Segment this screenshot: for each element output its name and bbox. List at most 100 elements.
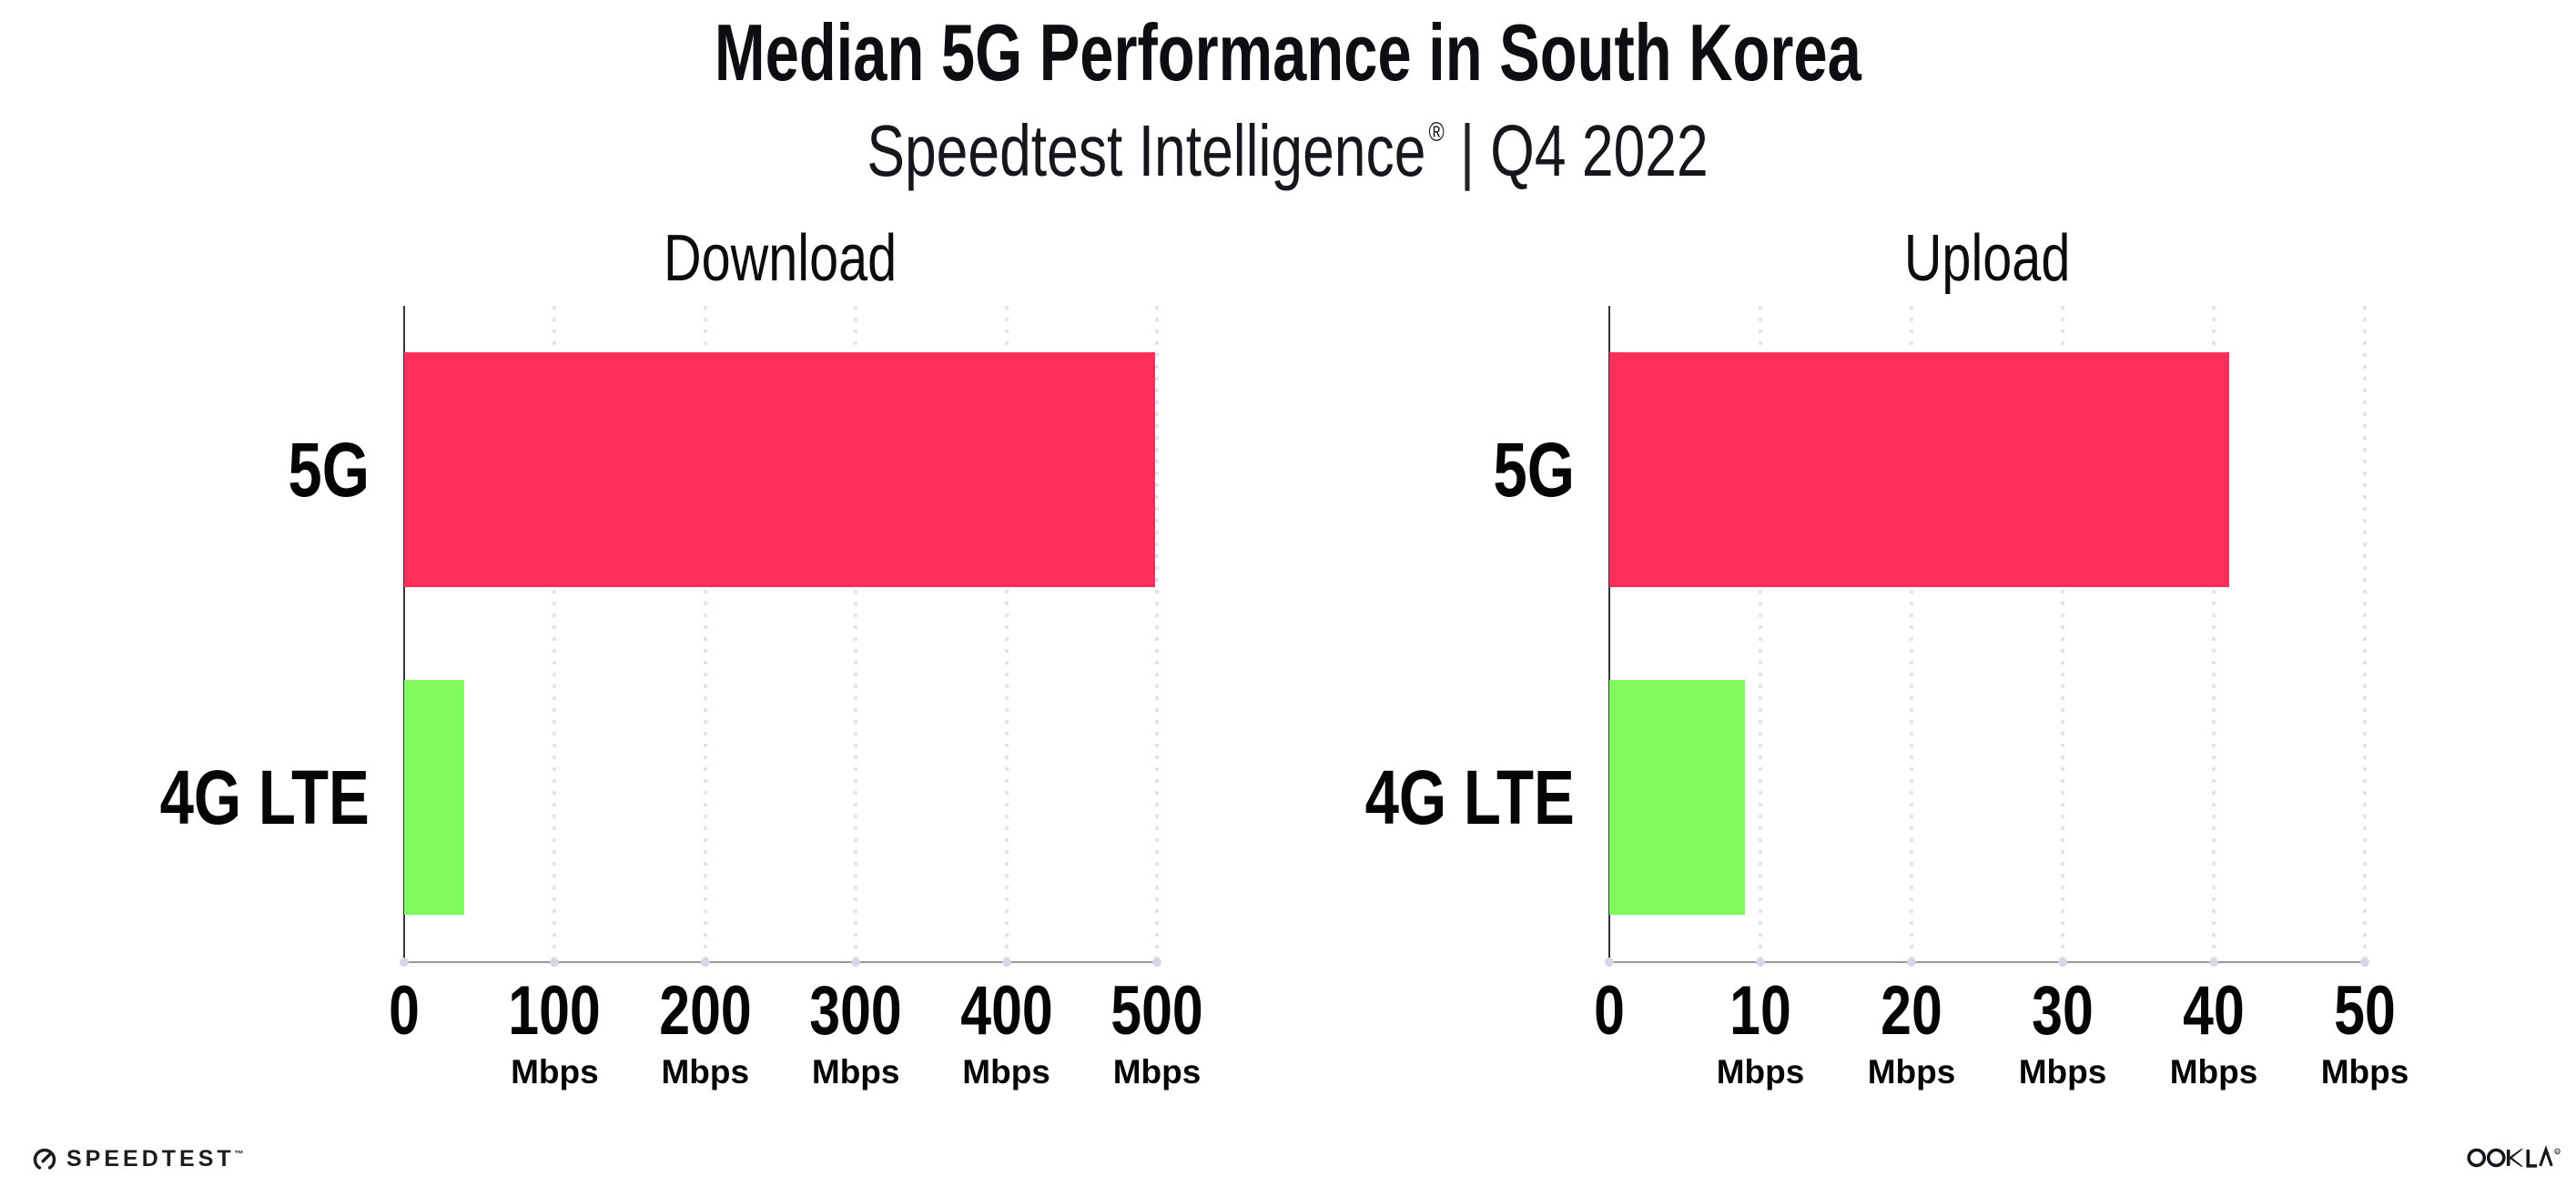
axis-tick-dot-400 xyxy=(1001,958,1011,967)
ookla-wordmark-icon: R xyxy=(2467,1145,2561,1168)
subtitle-period: Q4 2022 xyxy=(1490,110,1709,191)
x-axis-line xyxy=(404,961,1157,963)
x-tick-number: 400 xyxy=(948,976,1064,1047)
page-title: Median 5G Performance in South Korea xyxy=(0,9,2576,96)
x-tick-300: 300 Mbps xyxy=(798,976,914,1090)
axis-tick-dot-20 xyxy=(1907,958,1916,967)
page-subtitle: Speedtest Intelligence ® | Q4 2022 xyxy=(0,91,2576,193)
registered-mark: ® xyxy=(1428,117,1445,147)
axis-tick-dot-50 xyxy=(2360,958,2369,967)
x-tick-10: 10 Mbps xyxy=(1717,976,1805,1090)
x-tick-number: 50 xyxy=(2321,976,2409,1047)
speedtest-logo: SPEEDTEST™ xyxy=(31,1143,244,1174)
x-tick-40: 40 Mbps xyxy=(2170,976,2258,1090)
y-label-text: 5G xyxy=(288,427,370,512)
gridline-200 xyxy=(703,306,707,961)
chart-title-download-text: Download xyxy=(664,222,898,295)
speedtest-trademark: ™ xyxy=(234,1149,244,1160)
chart-title-upload-text: Upload xyxy=(1903,222,2071,295)
axis-tick-dot-500 xyxy=(1152,958,1161,967)
gridline-10 xyxy=(1759,306,1762,961)
bar-4g-lte xyxy=(1609,680,1746,915)
x-tick-unit: Mbps xyxy=(962,1053,1050,1090)
axis-tick-dot-200 xyxy=(700,958,710,967)
x-tick-number-text: 10 xyxy=(1729,972,1791,1050)
chart-title-upload: Upload xyxy=(1609,217,2365,300)
x-tick-number-text: 50 xyxy=(2334,972,2396,1050)
x-tick-200: 200 Mbps xyxy=(647,976,763,1090)
x-tick-400: 400 Mbps xyxy=(948,976,1064,1090)
y-label-text: 4G LTE xyxy=(159,755,370,840)
x-tick-500: 500 Mbps xyxy=(1100,976,1215,1090)
gridline-300 xyxy=(854,306,858,961)
bar-5g xyxy=(404,352,1156,587)
subtitle-separator: | xyxy=(1460,110,1476,191)
x-tick-0: 0 xyxy=(1590,976,1628,1047)
y-label-text: 4G LTE xyxy=(1364,755,1575,840)
x-tick-number: 30 xyxy=(2019,976,2107,1047)
x-tick-0: 0 xyxy=(385,976,423,1047)
x-axis-labels: 0 10 Mbps 20 Mbps 30 Mbps 40 Mbps 50 Mbps xyxy=(1594,972,2409,1112)
x-tick-number: 0 xyxy=(385,976,423,1047)
x-tick-unit: Mbps xyxy=(1112,1053,1202,1090)
x-tick-number-text: 200 xyxy=(659,972,752,1050)
y-axis-labels: 5G 4G LTE xyxy=(1154,306,1575,961)
x-tick-unit: Mbps xyxy=(2169,1053,2258,1090)
bar-4g-lte xyxy=(404,680,465,915)
gridline-100 xyxy=(553,306,557,961)
plot-area-download xyxy=(400,306,1161,967)
x-tick-number: 200 xyxy=(647,976,763,1047)
axis-tick-dot-10 xyxy=(1756,958,1765,967)
axis-tick-dot-40 xyxy=(2209,958,2218,967)
x-tick-unit: Mbps xyxy=(2320,1053,2409,1090)
page-title-text: Median 5G Performance in South Korea xyxy=(715,7,1861,97)
subtitle-brand: Speedtest Intelligence xyxy=(867,110,1426,191)
x-tick-unit: Mbps xyxy=(661,1053,750,1090)
x-tick-number: 10 xyxy=(1717,976,1805,1047)
y-axis-line xyxy=(403,306,405,961)
x-tick-number-text: 0 xyxy=(389,972,420,1050)
x-tick-unit: Mbps xyxy=(1716,1053,1805,1090)
axis-tick-dot-0 xyxy=(400,958,409,967)
ookla-logo: R xyxy=(2467,1143,2561,1175)
y-label-text: 5G xyxy=(1493,427,1575,512)
x-tick-number: 300 xyxy=(798,976,914,1047)
x-tick-100: 100 Mbps xyxy=(497,976,613,1090)
x-axis-line xyxy=(1609,961,2365,963)
gridline-50 xyxy=(2363,306,2367,961)
x-tick-number-text: 0 xyxy=(1594,972,1625,1050)
x-tick-number-text: 100 xyxy=(508,972,602,1050)
x-tick-50: 50 Mbps xyxy=(2321,976,2409,1090)
x-tick-unit: Mbps xyxy=(2018,1053,2107,1090)
x-tick-number-text: 300 xyxy=(809,972,902,1050)
y-label-4g-lte: 4G LTE xyxy=(0,746,370,848)
page-subtitle-text: Speedtest Intelligence ® | Q4 2022 xyxy=(867,91,1709,193)
speedtest-label: SPEEDTEST xyxy=(66,1145,235,1172)
gridline-40 xyxy=(2212,306,2216,961)
y-label-5g: 5G xyxy=(1154,419,1575,521)
x-tick-unit: Mbps xyxy=(511,1053,599,1090)
chart-title-download: Download xyxy=(404,217,1157,300)
axis-tick-dot-30 xyxy=(2058,958,2067,967)
x-tick-number-text: 500 xyxy=(1111,972,1203,1050)
ookla-registered-mark: R xyxy=(2556,1149,2559,1153)
x-axis-labels: 0 100 Mbps 200 Mbps 300 Mbps 400 Mbps 500 Mbps xyxy=(389,976,1203,1112)
x-tick-number-text: 400 xyxy=(959,972,1053,1050)
x-tick-unit: Mbps xyxy=(1867,1053,1956,1090)
x-tick-number: 0 xyxy=(1590,976,1628,1047)
gridline-30 xyxy=(2061,306,2064,961)
speedtest-gauge-icon xyxy=(33,1148,56,1170)
x-tick-30: 30 Mbps xyxy=(2019,976,2107,1090)
axis-tick-dot-300 xyxy=(851,958,861,967)
y-label-5g: 5G xyxy=(0,419,370,521)
x-tick-number-text: 20 xyxy=(1881,972,1942,1050)
gridline-20 xyxy=(1910,306,1913,961)
x-tick-unit: Mbps xyxy=(811,1053,900,1090)
x-tick-number-text: 30 xyxy=(2032,972,2094,1050)
speedtest-wordmark: SPEEDTEST™ xyxy=(66,1146,244,1172)
plot-area-upload xyxy=(1605,306,2369,967)
x-tick-number: 500 xyxy=(1100,976,1215,1047)
x-tick-number-text: 40 xyxy=(2183,972,2245,1050)
